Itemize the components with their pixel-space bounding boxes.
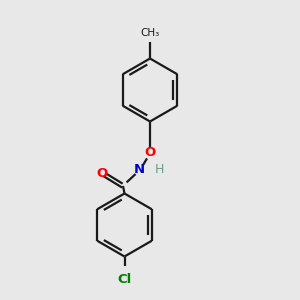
Text: O: O [144, 146, 156, 160]
Text: O: O [96, 167, 108, 180]
Text: Cl: Cl [117, 273, 132, 286]
Text: N: N [134, 163, 145, 176]
Text: H: H [154, 163, 164, 176]
Text: CH₃: CH₃ [140, 28, 160, 38]
